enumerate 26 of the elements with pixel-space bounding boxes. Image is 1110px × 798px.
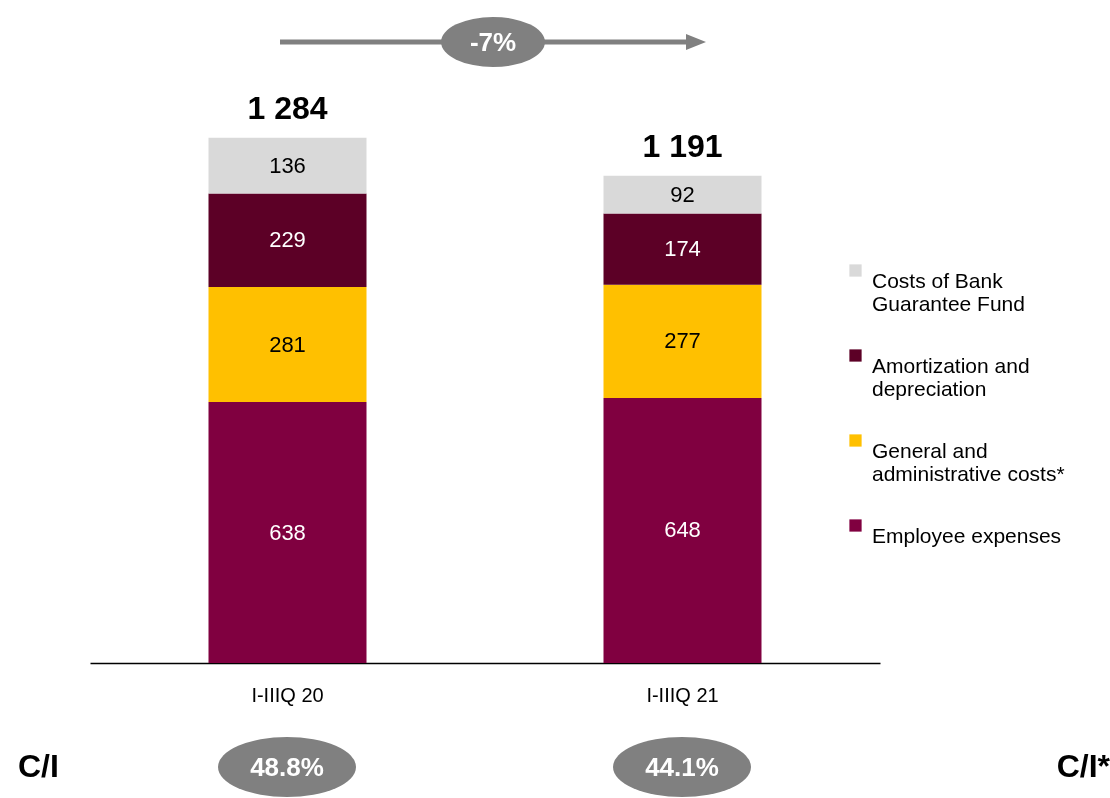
data-label: 277 <box>664 328 701 354</box>
bar <box>603 213 762 285</box>
bar <box>603 175 762 214</box>
data-label: 638 <box>269 519 306 545</box>
data-label: 648 <box>664 517 701 543</box>
bar <box>208 287 367 403</box>
legend-label: Amortization and depreciation <box>872 353 1030 400</box>
bar <box>208 402 367 663</box>
legend-label: General and administrative costs* <box>872 438 1065 485</box>
data-label: 174 <box>664 236 701 262</box>
x-tick-label: I-IIIQ 21 <box>646 683 719 706</box>
data-label: 136 <box>269 152 306 178</box>
bar <box>603 284 762 398</box>
data-label: 281 <box>269 331 306 357</box>
text: C/I* <box>1056 748 1110 785</box>
text: C/I <box>18 748 59 785</box>
data-label: 229 <box>269 227 306 253</box>
bar <box>208 193 367 288</box>
total-label: 1 284 <box>247 89 328 126</box>
legend-label: Costs of Bank Guarantee Fund <box>872 268 1025 315</box>
bar <box>603 397 762 663</box>
bar <box>208 137 367 194</box>
total-label: 1 191 <box>642 127 723 164</box>
data-label: 92 <box>670 181 695 207</box>
x-tick-label: I-IIIQ 20 <box>251 683 324 706</box>
legend-label: Employee expenses <box>872 523 1062 547</box>
